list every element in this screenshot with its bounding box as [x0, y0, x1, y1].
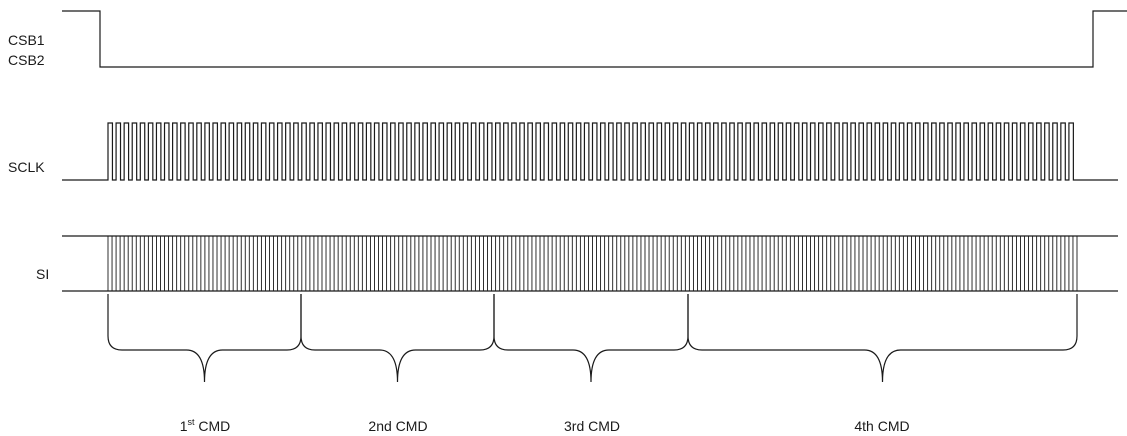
si-label: SI	[36, 266, 50, 282]
cmd-brace-3	[493, 294, 689, 383]
si-transitions	[107, 236, 1078, 291]
sclk-trace	[62, 122, 1118, 181]
sclk-waveform	[62, 122, 1118, 181]
command-braces	[107, 294, 1078, 383]
si-waveform	[62, 235, 1118, 292]
csb1-label: CSB1	[8, 32, 45, 48]
cmd-brace-2	[300, 294, 495, 383]
cmd-brace-1	[107, 294, 302, 383]
chip-select-waveform	[62, 10, 1127, 68]
cmd-label-1: 1st CMD	[179, 417, 231, 435]
sclk-label: SCLK	[8, 159, 45, 175]
csb-trace	[62, 10, 1127, 68]
cmd-label-3: 3rd CMD	[563, 418, 621, 434]
cmd-label-2: 2nd CMD	[368, 418, 428, 434]
cmd-label-4: 4th CMD	[854, 418, 910, 434]
cmd-brace-4	[687, 294, 1078, 383]
csb2-label: CSB2	[8, 52, 45, 68]
